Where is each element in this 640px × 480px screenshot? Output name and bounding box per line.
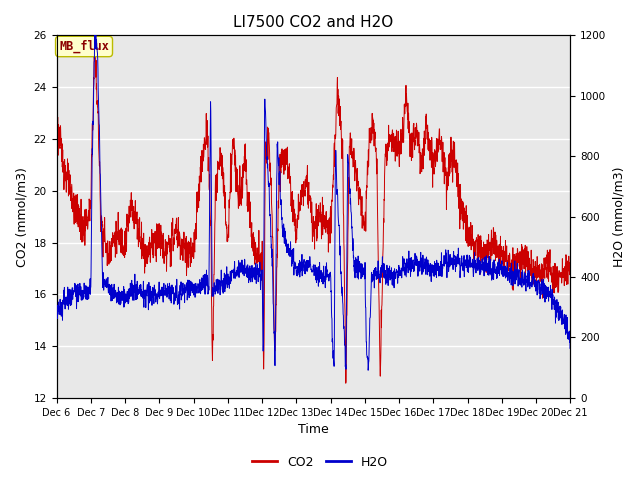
X-axis label: Time: Time — [298, 423, 329, 436]
Title: LI7500 CO2 and H2O: LI7500 CO2 and H2O — [234, 15, 394, 30]
Y-axis label: H2O (mmol/m3): H2O (mmol/m3) — [612, 167, 625, 267]
Legend: CO2, H2O: CO2, H2O — [247, 451, 393, 474]
Y-axis label: CO2 (mmol/m3): CO2 (mmol/m3) — [15, 167, 28, 266]
Text: MB_flux: MB_flux — [59, 40, 109, 53]
